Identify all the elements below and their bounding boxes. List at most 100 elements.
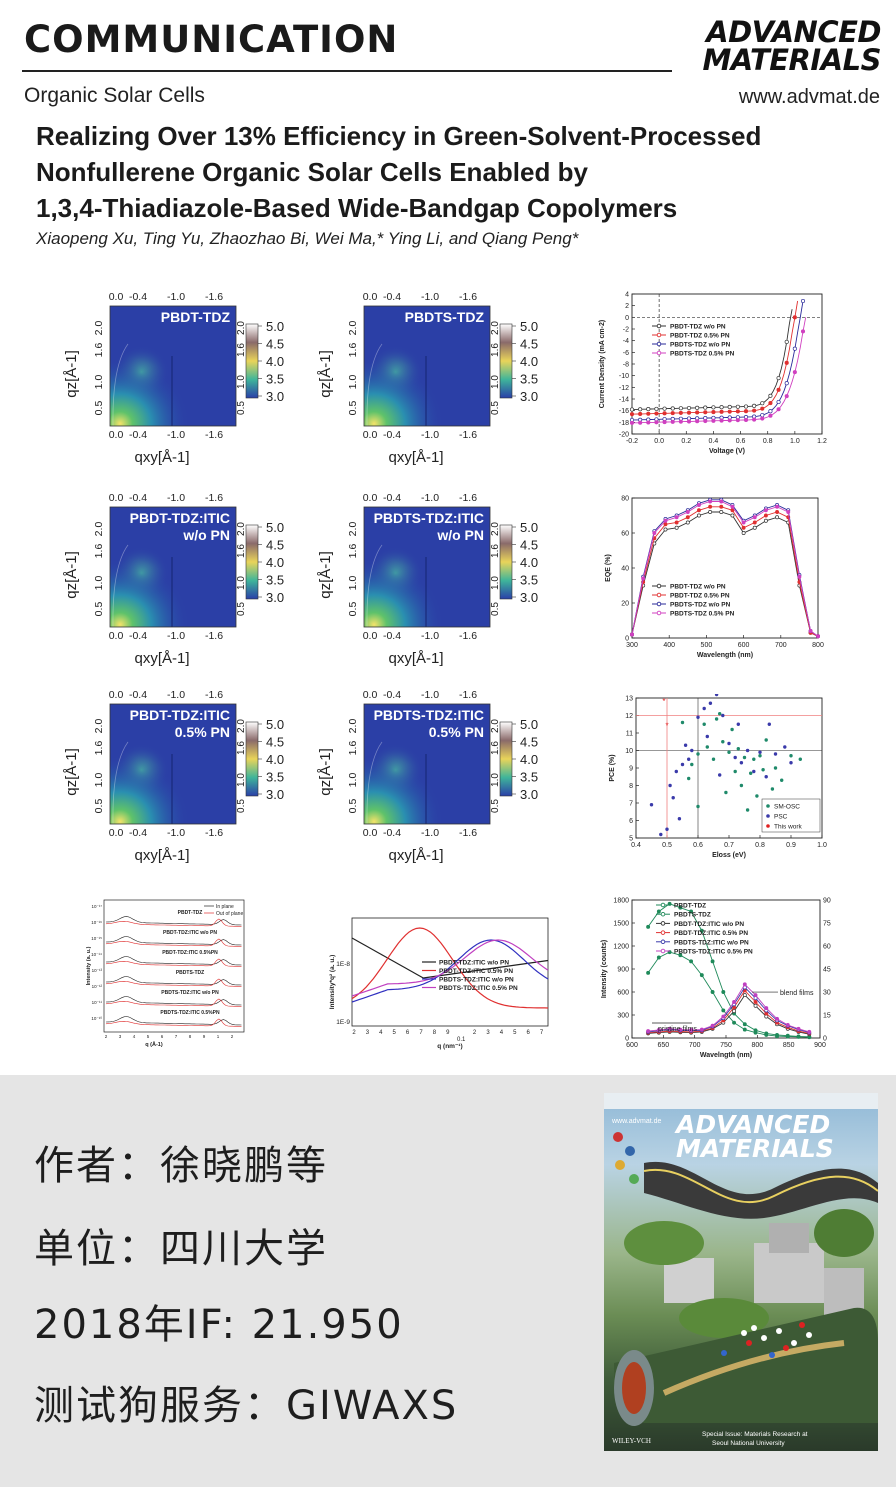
legend-label: PBDTS-TDZ:ITIC 0.5% PN xyxy=(439,985,518,992)
eqe-point xyxy=(719,510,724,514)
giwaxs-right-tick: 1.0 xyxy=(236,773,247,787)
eqe-point xyxy=(730,504,735,509)
eqe-point xyxy=(708,510,713,514)
scatter-point xyxy=(749,771,753,775)
x-tick-label: 700 xyxy=(689,1042,701,1049)
giwaxs-colorbar-tick: 4.5 xyxy=(520,735,538,750)
giwaxs-panel-sublabel: w/o PN xyxy=(436,527,484,543)
giwaxs-bottom-tick: -1.6 xyxy=(459,827,477,839)
jv-point xyxy=(638,411,643,417)
pl-point xyxy=(689,1027,694,1032)
giwaxs-right-tick: 1.6 xyxy=(236,343,247,357)
pl-point xyxy=(721,1008,726,1013)
y-tick-label: 9 xyxy=(629,766,633,773)
jv-point xyxy=(792,315,797,320)
giwaxs-colorbar-tick: 4.0 xyxy=(266,555,284,570)
pl-chart: 600 650 700 750 800 850 900 1800 1500 1200 900 600 3… xyxy=(596,894,836,1066)
x-tick-label: 400 xyxy=(663,642,675,649)
giwaxs-y-label: qz[Å-1] xyxy=(63,551,80,599)
giwaxs-scattering-core xyxy=(110,507,236,627)
eqe-point xyxy=(752,520,757,525)
giwaxs-panel-3: PBDT-TDZ:ITIC w/o PN 0.0 0.0 -0.4 -0.4 -1.0 -1.… xyxy=(58,483,304,675)
giwaxs-right-tick: 1.6 xyxy=(490,343,501,357)
giwaxs-colorbar-tick: 3.0 xyxy=(520,590,538,605)
pce-eloss-chart: 0.4 0.5 0.6 0.7 0.8 0.9 1.0 13 12 11 10 9 8 7 6 5 Eloss … xyxy=(596,694,832,870)
pl-point xyxy=(732,1009,737,1014)
pl-point xyxy=(699,973,704,978)
giwaxs-colorbar-tick: 3.5 xyxy=(266,573,284,588)
y-tick-label: -10 xyxy=(619,373,629,380)
giwaxs-y-label: qz[Å-1] xyxy=(63,350,80,398)
giwaxs-colorbar-tick: 3.0 xyxy=(266,590,284,605)
y-axis-label: Intensity (counts) xyxy=(601,940,608,998)
giwaxs-y-tick: 1.0 xyxy=(93,375,105,390)
pl-point xyxy=(710,990,715,994)
eqe-point xyxy=(752,525,757,530)
pl-point xyxy=(753,1030,758,1035)
giwaxs-bottom-tick: 0.0 xyxy=(109,630,124,642)
eqe-point xyxy=(663,527,668,532)
scatter-point xyxy=(696,752,700,756)
scatter-point xyxy=(780,778,784,782)
scatter-point xyxy=(742,755,747,760)
linecut-series-label: PBDTS-TDZ:ITIC 0.5%PN xyxy=(160,1010,220,1016)
y-axis-label: PCE (%) xyxy=(609,754,616,781)
giwaxs-bottom-tick: -1.6 xyxy=(459,630,477,642)
y-right-tick-label: 30 xyxy=(823,990,831,997)
jv-point xyxy=(678,410,683,415)
giwaxs-right-tick: 2.0 xyxy=(490,522,501,536)
scatter-point xyxy=(773,752,778,756)
eqe-point xyxy=(630,632,634,637)
giwaxs-panel-5: PBDT-TDZ:ITIC 0.5% PN 0.0 0.0 -0.4 -0.4 -1.0 -1… xyxy=(58,680,304,872)
pl-point xyxy=(796,1026,801,1031)
jv-point xyxy=(768,413,773,418)
giwaxs-colorbar-tick: 5.0 xyxy=(520,520,538,535)
pl-point xyxy=(646,1029,651,1034)
jv-point xyxy=(760,416,765,421)
giwaxs-scattering-core xyxy=(110,704,236,824)
legend-label: PBDT-TDZ xyxy=(674,903,706,910)
eqe-point xyxy=(674,520,679,525)
x-tick-label: 1 xyxy=(217,1034,220,1039)
x-tick-label: 300 xyxy=(626,642,638,649)
cover-title-line1: ADVANCED xyxy=(674,1110,830,1139)
jv-point xyxy=(752,403,757,408)
eqe-point xyxy=(763,518,768,523)
y-tick-label: 600 xyxy=(617,990,629,997)
jv-point xyxy=(703,418,708,424)
jv-point xyxy=(654,420,659,425)
pl-point xyxy=(732,1020,737,1025)
giwaxs-top-tick: -1.6 xyxy=(459,291,477,303)
giwaxs-y-tick: 1.6 xyxy=(347,343,359,358)
giwaxs-y-tick: 1.0 xyxy=(347,773,359,788)
article-title-line2: Nonfullerene Organic Solar Cells Enabled… xyxy=(36,157,588,187)
giwaxs-top-tick: -1.0 xyxy=(167,291,185,303)
jv-point xyxy=(735,404,740,409)
scatter-point xyxy=(758,754,762,758)
x-axis-label: Wavelength (nm) xyxy=(697,652,753,659)
giwaxs-bottom-tick: -0.4 xyxy=(129,429,147,441)
giwaxs-right-tick: 1.6 xyxy=(236,544,247,558)
website-link[interactable]: www.advmat.de xyxy=(738,86,880,108)
x-tick-label: 0.9 xyxy=(786,842,796,849)
eqe-point xyxy=(697,513,701,518)
pl-point xyxy=(753,1003,758,1008)
eqe-point xyxy=(697,503,701,507)
legend-label: PBDT-TDZ:ITIC 0.5% PN xyxy=(674,930,748,937)
jv-point xyxy=(727,404,732,410)
giwaxs-colorbar xyxy=(499,721,513,797)
y-tick-label: 11 xyxy=(626,731,633,738)
x-tick-label: 3 xyxy=(486,1030,490,1036)
scatter-point xyxy=(714,694,719,697)
giwaxs-colorbar-tick: 4.5 xyxy=(266,735,284,750)
cover-publisher: WILEY-VCH xyxy=(612,1437,651,1445)
x-axis-label: Wavelngth (nm) xyxy=(700,1052,752,1059)
giwaxs-x-label: qxy[Å-1] xyxy=(388,449,443,466)
y-tick-label: 10⁻¹⁴ xyxy=(91,952,102,957)
pl-point xyxy=(764,1006,769,1011)
out-of-plane-line xyxy=(105,998,242,1007)
scatter-point xyxy=(783,745,787,749)
x-tick-label: 650 xyxy=(657,1042,669,1049)
giwaxs-colorbar xyxy=(245,323,259,399)
linecut-series-label: PBDT-TDZ xyxy=(178,910,203,916)
